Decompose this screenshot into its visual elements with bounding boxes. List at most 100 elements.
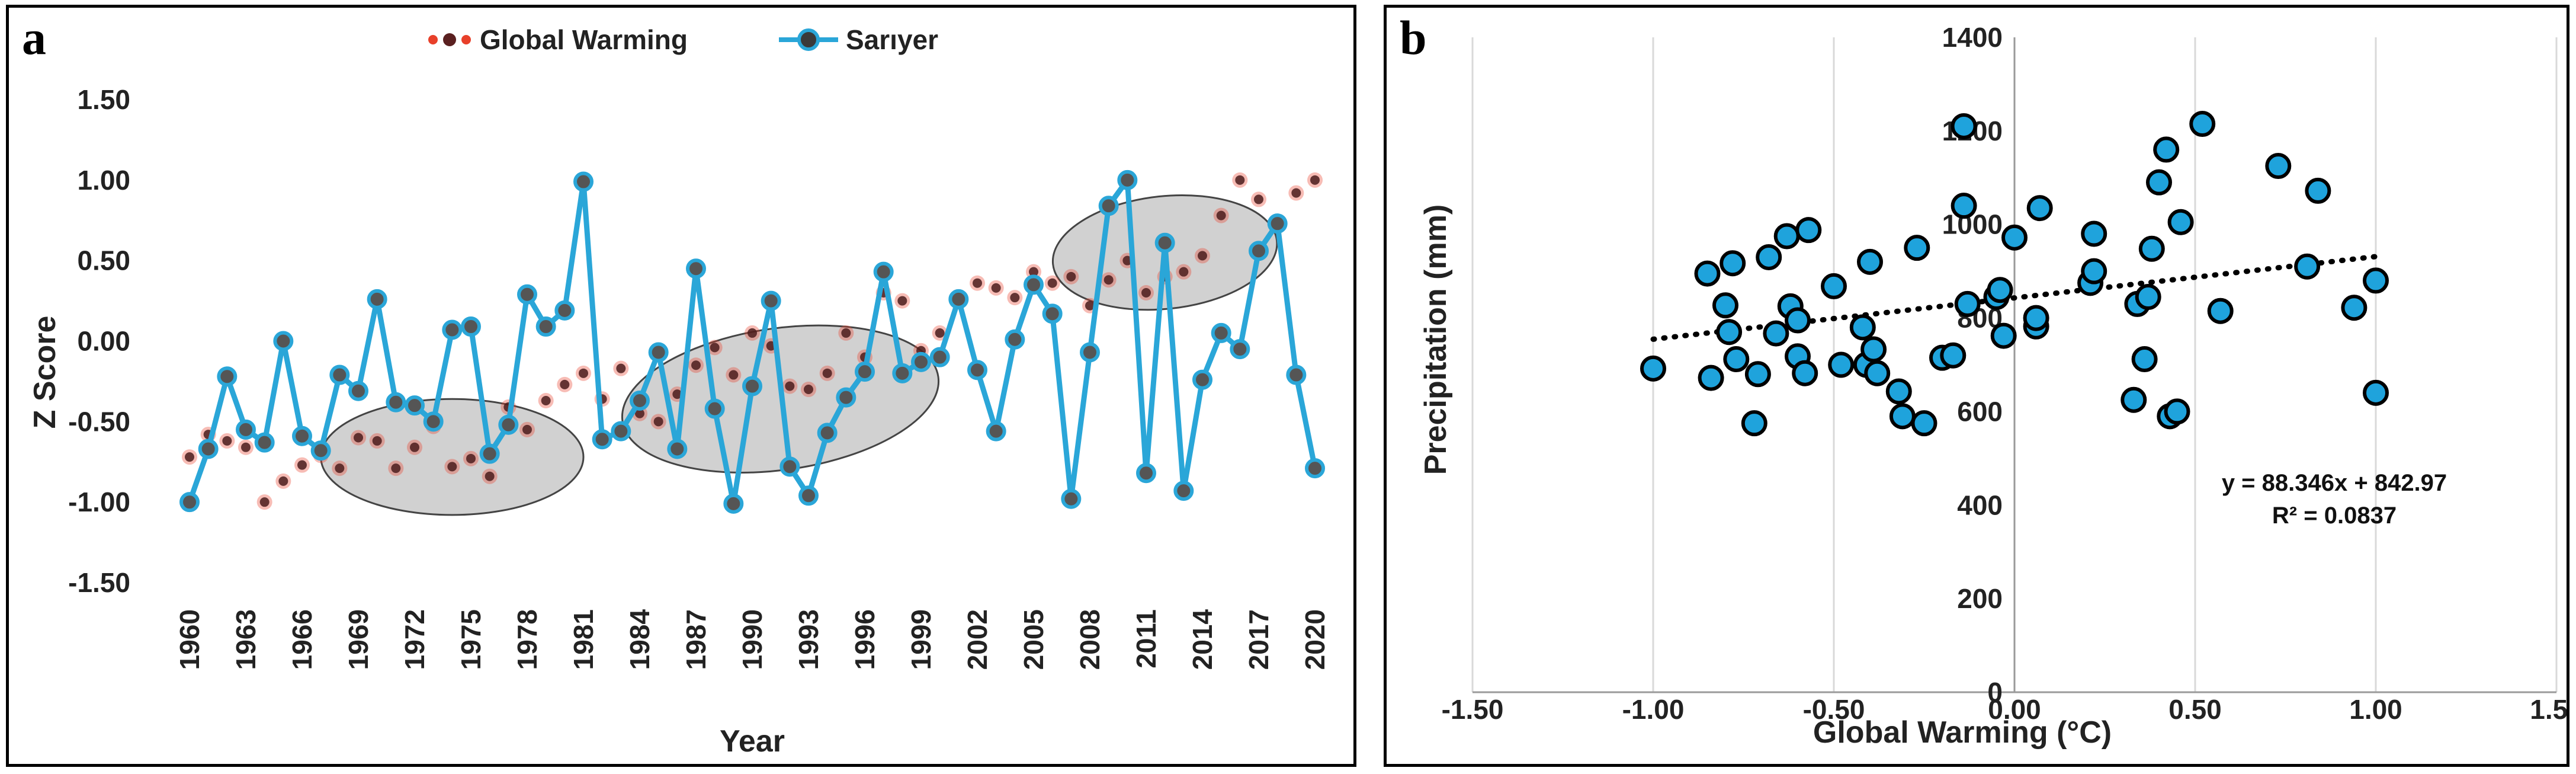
sariyer-point xyxy=(1080,342,1100,363)
scatter-point xyxy=(1694,260,1721,287)
sariyer-point xyxy=(405,395,425,416)
gw-point xyxy=(1047,278,1057,288)
x-tick-label-b: -1.50 xyxy=(1442,694,1504,725)
sariyer-point xyxy=(1136,463,1156,484)
gw-point xyxy=(635,408,644,418)
sariyer-point xyxy=(1117,169,1138,190)
gw-point xyxy=(541,396,551,406)
sariyer-point xyxy=(761,290,781,311)
gw-point xyxy=(522,424,532,434)
gw-point xyxy=(1310,175,1320,185)
scatter-point xyxy=(1857,248,1883,275)
chart-a: a 1.50 1.00 0.50 0.00 -0.50 -1.00 -1.50 1960 19… xyxy=(9,8,1353,764)
scatter-point xyxy=(1990,322,2017,349)
sariyer-point xyxy=(798,485,819,506)
gw-point xyxy=(804,385,813,394)
scatter-point xyxy=(1864,360,1891,386)
sariyer-point xyxy=(667,439,688,459)
sariyer-point xyxy=(1305,458,1325,479)
y-axis-label-b: Precipitation (mm) xyxy=(1419,204,1453,475)
trend-equation: y = 88.346x + 842.97 xyxy=(2222,470,2447,496)
scatter-point xyxy=(1954,290,1981,317)
scatter-point xyxy=(1723,346,1750,373)
gw-point xyxy=(1085,300,1095,311)
y-tick-label-a: 0.50 xyxy=(77,245,130,276)
scatter-point xyxy=(1821,273,1847,299)
sariyer-point xyxy=(329,364,350,385)
y-tick-label-b: 1400 xyxy=(1942,22,2003,53)
sariyer-point xyxy=(423,411,444,432)
sariyer-point xyxy=(967,360,987,380)
scatter-point xyxy=(1849,314,1876,341)
sariyer-point xyxy=(929,347,950,367)
y-tick-label-a: 1.50 xyxy=(77,84,130,115)
gw-point xyxy=(447,462,457,472)
sariyer-point xyxy=(310,440,331,461)
scatter-point xyxy=(2305,177,2331,204)
y-axis-label-a: Z Score xyxy=(28,316,62,429)
gw-point xyxy=(354,433,363,443)
scatter-point xyxy=(1640,355,1666,382)
x-tick-label-a: 2002 xyxy=(962,609,993,670)
sariyer-point xyxy=(648,342,669,363)
x-tick-label-a: 2020 xyxy=(1300,609,1330,670)
gw-point xyxy=(785,381,795,391)
scatter-point xyxy=(1720,250,1746,277)
scatter-point xyxy=(1911,410,1937,437)
scatter-point xyxy=(2135,284,2161,311)
panel-letter-b: b xyxy=(1400,11,1427,65)
sariyer-point xyxy=(236,419,256,440)
sariyer-point xyxy=(517,284,537,305)
scatter-point xyxy=(2131,346,2158,373)
x-tick-label-a: 1969 xyxy=(343,609,374,670)
sariyer-point xyxy=(1005,329,1025,350)
sariyer-point xyxy=(1154,232,1175,253)
scatter-point xyxy=(1904,235,1930,261)
gw-point xyxy=(1291,188,1301,198)
y-tick-label-a: -1.50 xyxy=(68,567,130,598)
sariyer-point xyxy=(742,376,762,396)
sariyer-point xyxy=(986,421,1006,442)
sariyer-point xyxy=(1061,488,1082,509)
scatter-point xyxy=(1756,244,1782,270)
gw-point xyxy=(1254,194,1263,204)
sariyer-point xyxy=(1249,241,1269,261)
gw-point xyxy=(729,370,739,380)
scatter-point xyxy=(1792,360,1818,386)
sariyer-point xyxy=(855,362,875,382)
sariyer-point xyxy=(611,421,631,442)
sariyer-point xyxy=(367,289,387,309)
sariyer-point xyxy=(1286,364,1307,385)
sariyer-point xyxy=(948,289,969,309)
sariyer-point xyxy=(723,493,744,514)
sariyer-point xyxy=(911,351,931,372)
gw-point xyxy=(991,283,1001,293)
gw-point xyxy=(259,497,270,507)
chart-b: b 0200400600800100012001400 -1.50-1.00-0… xyxy=(1387,8,2567,764)
gw-point xyxy=(410,442,419,452)
gw-point xyxy=(485,471,495,481)
gw-point xyxy=(710,343,720,353)
scatter-point xyxy=(1763,320,1789,347)
sariyer-point xyxy=(779,456,800,477)
sariyer-point xyxy=(292,426,312,446)
gw-point xyxy=(372,436,382,446)
gw-point xyxy=(1010,293,1020,303)
y-tick-label-b: 400 xyxy=(1957,490,2003,520)
scatter-point xyxy=(1712,292,1738,319)
legend-gw-marker-3 xyxy=(461,35,471,44)
sariyer-point xyxy=(198,439,219,459)
panel-a: a 1.50 1.00 0.50 0.00 -0.50 -1.00 -1.50 1960 19… xyxy=(6,5,1356,767)
gw-point xyxy=(672,389,682,399)
x-tick-label-b: 1.00 xyxy=(2349,694,2402,725)
gw-point xyxy=(560,379,570,389)
scatter-point xyxy=(2081,258,2107,284)
x-tick-label-a: 1966 xyxy=(287,609,317,670)
panel-b: b 0200400600800100012001400 -1.50-1.00-0… xyxy=(1384,5,2569,767)
legend-global-warming: Global Warming xyxy=(480,24,688,55)
sariyer-point xyxy=(442,319,463,340)
scatter-point xyxy=(2121,386,2147,413)
gw-point xyxy=(1141,288,1151,298)
x-tick-label-a: 2011 xyxy=(1131,609,1162,669)
scatter-point xyxy=(2265,153,2292,180)
